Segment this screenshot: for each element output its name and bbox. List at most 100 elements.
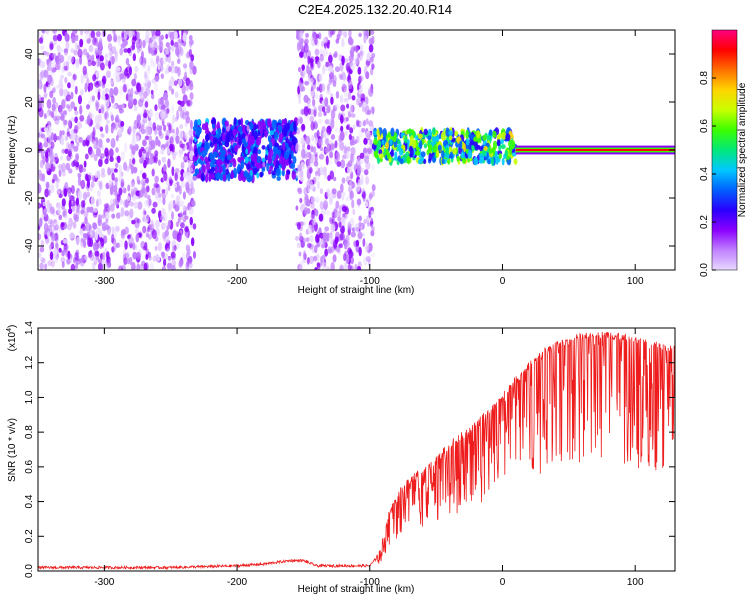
spectrogram-cell [48, 202, 53, 210]
spectrogram-cell [299, 261, 304, 267]
snr-y-tick-label: 0.8 [24, 425, 35, 439]
spectrogram-cell [82, 232, 87, 239]
spectrogram-cell [349, 191, 353, 201]
spectrogram-cell [133, 119, 139, 130]
spectrogram-cell [170, 251, 176, 259]
spectrogram-cell [169, 31, 175, 41]
spectrogram-cell [345, 253, 350, 264]
spectrogram-cell [308, 65, 312, 73]
spectrogram-cell [335, 90, 340, 99]
spectrogram-cell [55, 135, 60, 141]
spectrogram-cell [297, 187, 303, 195]
spectrogram-cell [77, 172, 82, 178]
spectrogram-cell [307, 159, 311, 166]
spectrogram-cell [307, 108, 312, 115]
spectrogram-cell [175, 201, 181, 212]
spectrogram-cell [415, 150, 421, 156]
spectrogram-cell [360, 167, 366, 173]
spectrogram-cell [334, 140, 338, 149]
spectrogram-cell [371, 164, 375, 171]
snr-x-tick-label: -300 [94, 577, 114, 588]
spectrogram-cell [154, 111, 160, 121]
spectrogram-cell [99, 37, 103, 45]
spectrogram-cell [268, 141, 273, 150]
spectrogram-cell [53, 133, 57, 143]
spectrogram-cell [341, 81, 347, 88]
spectrogram-cell [368, 120, 374, 127]
spectrogram-cell [114, 116, 119, 123]
spectrogram-cell [92, 74, 97, 82]
spectrogram-cell [54, 85, 59, 90]
spectrogram-cell [67, 55, 73, 65]
spectrogram-x-tick-label: 100 [627, 276, 644, 287]
spectrogram-cell [132, 242, 136, 250]
spectrogram-cell [261, 157, 266, 163]
spectrogram-cell [358, 83, 364, 90]
spectrogram-cell [109, 185, 114, 196]
spectrogram-cell [84, 216, 88, 225]
spectrogram-cell [344, 205, 349, 211]
spectrogram-cell [155, 135, 159, 146]
spectrogram-cell [201, 123, 207, 131]
spectrogram-cell [292, 156, 297, 164]
spectrogram-cell [491, 156, 494, 167]
spectrogram-cell [40, 96, 45, 103]
spectrogram-cell [307, 55, 311, 65]
spectrogram-cell [336, 33, 341, 40]
spectrogram-cell [52, 209, 56, 217]
spectrogram-cell [298, 66, 301, 73]
spectrogram-cell [314, 170, 319, 177]
spectrogram-cell [54, 152, 59, 162]
spectrogram-cell [318, 213, 324, 222]
spectrogram-cell [134, 228, 140, 234]
spectrogram-cell [483, 145, 488, 152]
spectrogram-cell [175, 194, 181, 205]
spectrogram-cell [38, 225, 41, 231]
spectrogram-cell [347, 226, 352, 236]
spectrogram-cell [91, 175, 95, 182]
spectrogram-cell [38, 31, 41, 38]
spectrogram-cell [38, 94, 42, 101]
spectrogram-cell [351, 51, 355, 58]
spectrogram-cell [252, 153, 258, 163]
spectrogram-cell [123, 142, 128, 153]
spectrogram-cell [80, 209, 85, 215]
spectrogram-cell [178, 150, 183, 159]
spectrogram-cell [332, 254, 337, 263]
spectrogram-cell [70, 101, 75, 109]
spectrogram-cell [163, 163, 167, 173]
spectrogram-cell [152, 35, 157, 42]
spectrogram-cell [164, 229, 169, 237]
spectrogram-cell [136, 218, 141, 224]
spectrogram-cell [452, 147, 457, 155]
spectrogram-cell [119, 199, 124, 205]
spectrogram-cell [128, 126, 133, 133]
spectrogram-cell [92, 126, 96, 137]
spectrogram-cell [100, 62, 105, 71]
spectrogram-cell [356, 198, 362, 206]
spectrogram-cell [124, 210, 130, 217]
spectrogram-cell [366, 109, 372, 116]
spectrogram-cell [188, 129, 194, 137]
spectrogram-cell [168, 85, 172, 92]
spectrogram-cell [257, 149, 262, 155]
spectrogram-cell [58, 193, 63, 199]
spectrogram-cell [142, 139, 147, 147]
spectrogram-cell [164, 112, 169, 119]
spectrogram-cell [130, 188, 135, 198]
spectrogram-cell [145, 185, 150, 193]
spectrogram-cell [150, 57, 154, 68]
spectrogram-cell [309, 115, 315, 123]
spectrogram-cell [488, 129, 493, 136]
spectrogram-cell [118, 265, 124, 270]
spectrogram-cell [135, 252, 141, 260]
spectrogram-cell [347, 110, 352, 118]
spectrogram-cell [60, 134, 64, 145]
spectrogram-cell [135, 135, 140, 143]
spectrogram-cell [93, 65, 97, 74]
spectrogram-cell [365, 71, 370, 80]
spectrogram-cell [104, 211, 110, 221]
spectrogram-cell [347, 79, 353, 90]
spectrogram-cell [107, 167, 111, 176]
spectrogram-cell [496, 139, 501, 147]
